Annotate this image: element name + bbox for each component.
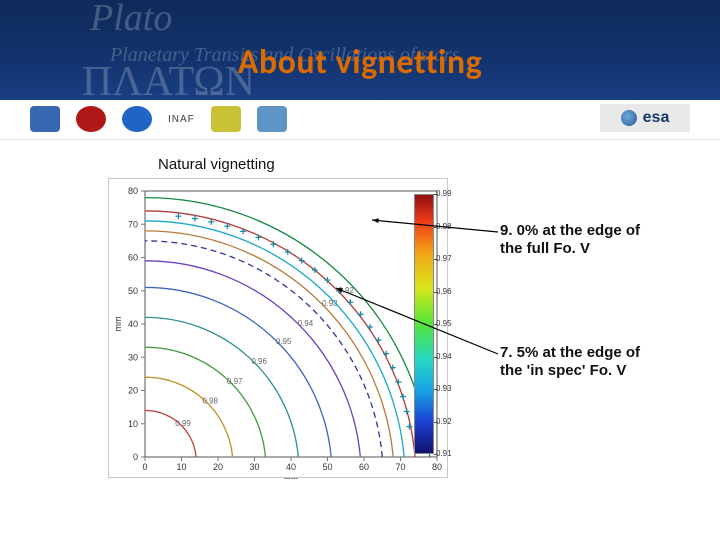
svg-text:10: 10 — [176, 462, 186, 472]
inaf-label: INAF — [168, 114, 195, 125]
colorbar-tick: 0.96 — [436, 287, 452, 296]
svg-text:20: 20 — [128, 386, 138, 396]
svg-text:70: 70 — [128, 219, 138, 229]
svg-text:50: 50 — [322, 462, 332, 472]
svg-text:60: 60 — [359, 462, 369, 472]
svg-text:30: 30 — [249, 462, 259, 472]
svg-text:50: 50 — [128, 286, 138, 296]
annotation-full-fov-line1: 9. 0% at the edge of — [500, 222, 690, 240]
svg-text:0.99: 0.99 — [175, 419, 191, 428]
colorbar-gradient — [414, 194, 434, 454]
svg-text:60: 60 — [128, 253, 138, 263]
partner2-logo-icon — [257, 106, 287, 132]
svg-text:0: 0 — [133, 452, 138, 462]
svg-text:0.96: 0.96 — [251, 357, 267, 366]
svg-text:0.98: 0.98 — [202, 397, 218, 406]
annotation-inspec-fov: 7. 5% at the edge of the 'in spec' Fo. V — [500, 344, 690, 380]
chart-svg: 0102030405060708001020304050607080mmmm0.… — [109, 179, 449, 479]
logo-row: INAF esa — [0, 100, 720, 140]
slide-root: Plato Planetary Transits and Oscillation… — [0, 0, 720, 540]
annotation-full-fov: 9. 0% at the edge of the full Fo. V — [500, 222, 690, 258]
svg-text:mm: mm — [284, 475, 299, 479]
svg-text:30: 30 — [128, 352, 138, 362]
colorbar-tick: 0.97 — [436, 254, 452, 263]
colorbar: 0.910.920.930.940.950.960.970.980.99 — [414, 188, 448, 476]
slide-banner: Plato Planetary Transits and Oscillation… — [0, 0, 720, 100]
svg-text:0.95: 0.95 — [276, 337, 292, 346]
partner1-logo-icon — [211, 106, 241, 132]
svg-text:40: 40 — [128, 319, 138, 329]
colorbar-tick: 0.94 — [436, 352, 452, 361]
inaf-logo-icon — [122, 106, 152, 132]
logo-row-right: esa — [600, 104, 690, 132]
esa-logo-icon: esa — [600, 104, 690, 132]
colorbar-tick: 0.92 — [436, 417, 452, 426]
svg-text:40: 40 — [286, 462, 296, 472]
colorbar-tick: 0.95 — [436, 319, 452, 328]
banner-ghost-plato: Plato — [90, 0, 172, 40]
annotation-full-fov-line2: the full Fo. V — [500, 240, 690, 258]
annotation-inspec-fov-line2: the 'in spec' Fo. V — [500, 362, 690, 380]
colorbar-tick: 0.91 — [436, 449, 452, 458]
svg-text:mm: mm — [113, 317, 123, 332]
slide-title: About vignetting — [0, 42, 720, 83]
annotation-inspec-fov-line1: 7. 5% at the edge of — [500, 344, 690, 362]
svg-text:0.97: 0.97 — [227, 377, 243, 386]
svg-text:20: 20 — [213, 462, 223, 472]
asi-logo-icon — [30, 106, 60, 132]
svg-text:0: 0 — [142, 462, 147, 472]
esa-label: esa — [643, 109, 670, 127]
colorbar-tick: 0.99 — [436, 189, 452, 198]
univ-logo-icon — [76, 106, 106, 132]
colorbar-tick: 0.98 — [436, 222, 452, 231]
svg-text:10: 10 — [128, 419, 138, 429]
globe-icon — [621, 110, 637, 126]
svg-text:0.94: 0.94 — [298, 319, 314, 328]
svg-text:70: 70 — [395, 462, 405, 472]
vignetting-chart: 0102030405060708001020304050607080mmmm0.… — [108, 178, 448, 478]
colorbar-tick: 0.93 — [436, 384, 452, 393]
chart-title: Natural vignetting — [158, 156, 275, 173]
svg-text:80: 80 — [128, 186, 138, 196]
logo-row-left: INAF — [30, 106, 287, 132]
